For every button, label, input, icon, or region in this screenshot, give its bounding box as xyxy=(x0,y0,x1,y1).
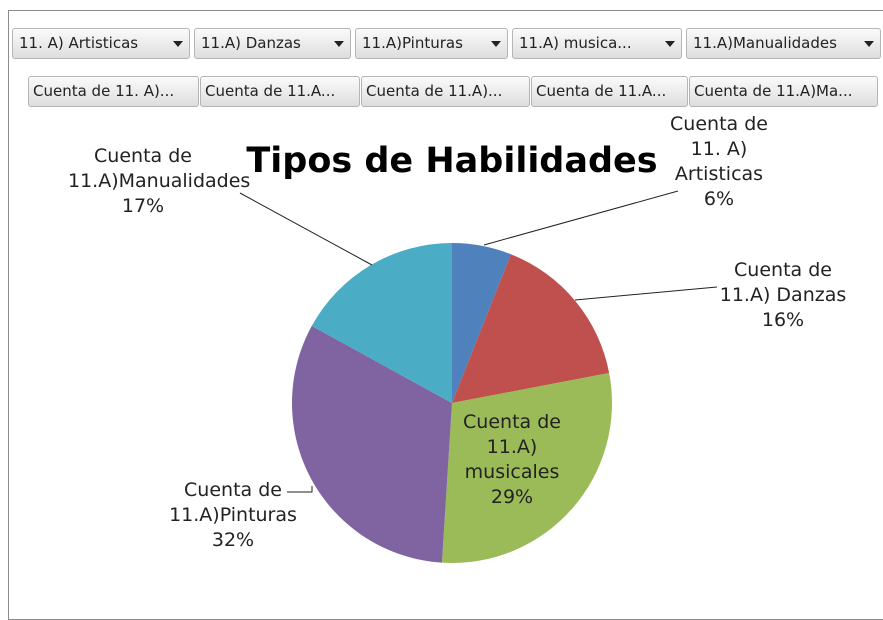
category-label: Cuenta de 11.A) Danzas xyxy=(719,259,847,306)
filter-button-label: 11.A) Danzas xyxy=(201,34,301,52)
category-label: Cuenta de 11.A) musicales xyxy=(463,411,561,483)
data-label: Cuenta de 11.A)Manualidades 17% xyxy=(68,144,251,219)
value-field-label: Cuenta de 11. A)... xyxy=(33,82,175,100)
filter-button[interactable]: 11.A) musica... xyxy=(512,28,682,59)
chart-title: Tipos de Habilidades xyxy=(246,141,657,181)
value-field-label: Cuenta de 11.A)... xyxy=(366,82,503,100)
data-label: Cuenta de 11. A) Artisticas 6% xyxy=(660,112,778,212)
category-label: Cuenta de 11.A)Manualidades xyxy=(68,145,251,192)
value-label: 6% xyxy=(703,188,735,210)
dropdown-arrow xyxy=(334,41,344,47)
value-label: 29% xyxy=(490,486,534,508)
category-label: Cuenta de 11. A) Artisticas xyxy=(670,113,768,185)
value-field-button[interactable]: Cuenta de 11.A... xyxy=(200,76,360,107)
leader-line xyxy=(574,286,718,301)
leader-line xyxy=(483,190,679,246)
data-label: Cuenta de 11.A)Pinturas 32% xyxy=(158,478,308,553)
value-field-button[interactable]: Cuenta de 11. A)... xyxy=(28,76,199,107)
pie-slice xyxy=(441,373,612,563)
category-label: Cuenta de 11.A)Pinturas xyxy=(169,479,297,526)
data-label: Cuenta de 11.A) musicales 29% xyxy=(448,410,576,510)
leader-line xyxy=(239,192,373,266)
pie-slice xyxy=(311,243,452,403)
value-label: 32% xyxy=(211,529,255,551)
dropdown-arrow xyxy=(491,41,501,47)
filter-button-label: 11.A) musica... xyxy=(519,34,632,52)
value-field-label: Cuenta de 11.A... xyxy=(536,82,667,100)
value-field-label: Cuenta de 11.A... xyxy=(205,82,336,100)
filter-button-label: 11.A)Pinturas xyxy=(362,34,463,52)
value-field-button[interactable]: Cuenta de 11.A)Ma... xyxy=(689,76,878,107)
filter-button-label: 11.A)Manualidades xyxy=(693,34,837,52)
pie-slice xyxy=(452,254,610,403)
data-label: Cuenta de 11.A) Danzas 16% xyxy=(708,258,858,333)
value-field-button[interactable]: Cuenta de 11.A... xyxy=(531,76,688,107)
pie-slice xyxy=(292,325,452,563)
pie-slice xyxy=(452,243,511,403)
value-field-label: Cuenta de 11.A)Ma... xyxy=(694,82,853,100)
dropdown-arrow xyxy=(173,41,183,47)
value-label: 17% xyxy=(121,195,165,217)
dropdown-arrow xyxy=(665,41,675,47)
leader-line xyxy=(287,486,313,493)
filter-button[interactable]: 11.A)Pinturas xyxy=(355,28,508,59)
dropdown-arrow xyxy=(864,41,874,47)
filter-button[interactable]: 11. A) Artisticas xyxy=(12,28,190,59)
filter-button[interactable]: 11.A) Danzas xyxy=(194,28,351,59)
filter-button[interactable]: 11.A)Manualidades xyxy=(686,28,881,59)
value-label: 16% xyxy=(761,309,805,331)
filter-button-label: 11. A) Artisticas xyxy=(19,34,139,52)
value-field-button[interactable]: Cuenta de 11.A)... xyxy=(361,76,530,107)
